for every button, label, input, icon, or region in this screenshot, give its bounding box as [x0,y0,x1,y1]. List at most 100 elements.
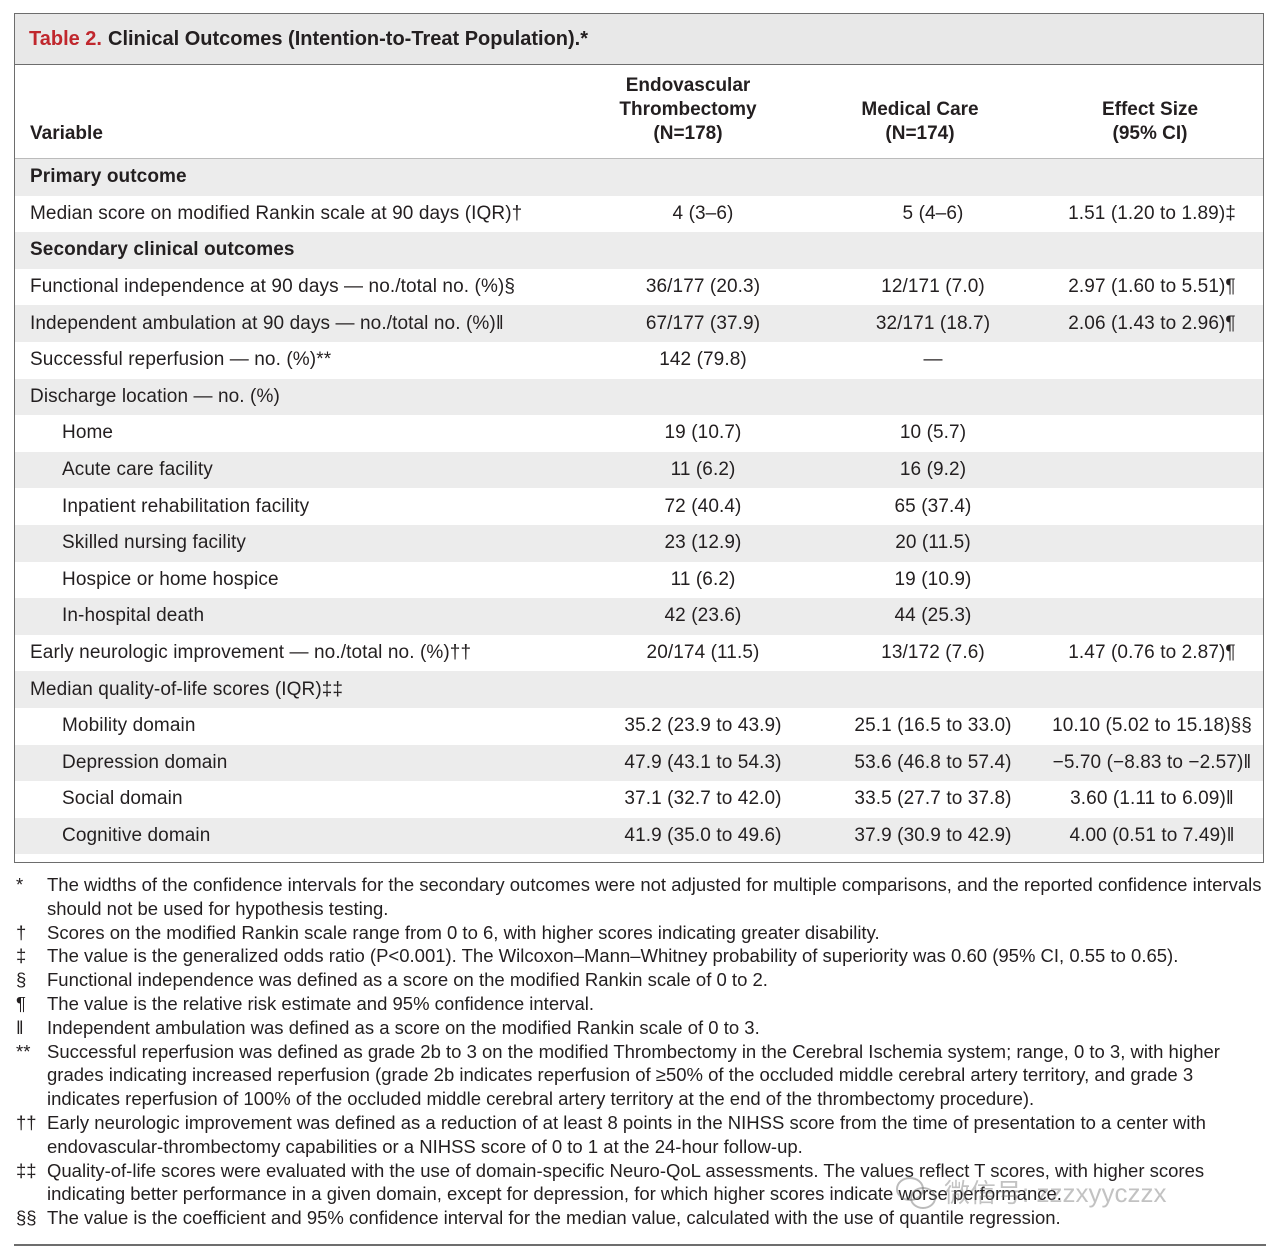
watermark: 微信号: zzzxyyczzx [896,1173,1166,1210]
medical-care-value: 33.5 (27.7 to 37.8) [854,788,1012,810]
table-row: Skilled nursing facility 23 (12.9) 20 (11.… [15,524,1263,562]
footnote-symbol: ‡ [16,945,27,967]
header-effect-size: Effect Size (95% CI) [1045,98,1255,146]
footnote-text: Early neurologic improvement was defined… [47,1111,1206,1157]
table-row: Hospice or home hospice 11 (6.2) 19 (10.9) [15,562,1263,599]
row-label: Successful reperfusion — no. (%)** [30,349,332,371]
row-label: Acute care facility [62,459,213,481]
effect-size-value: 1.51 (1.20 to 1.89)‡ [1068,202,1236,224]
header-line: Medical Care [861,99,979,120]
medical-care-value: 25.1 (16.5 to 33.0) [854,715,1012,737]
header-line: (N=174) [885,123,955,144]
table-row: Secondary clinical outcomes [15,232,1263,269]
header-line: (N=178) [653,123,723,144]
medical-care-value: 19 (10.9) [894,568,972,590]
row-label: Median score on modified Rankin scale at… [30,202,523,224]
footnote-text: Functional independence was defined as a… [47,969,768,991]
thrombectomy-value: 47.9 (43.1 to 54.3) [624,751,782,773]
table-header: Variable Endovascular Thrombectomy (N=17… [15,65,1263,159]
footnote-text: The widths of the confidence intervals f… [47,874,1262,919]
footnote: ‖ Independent ambulation was defined as a… [14,1016,1266,1040]
wechat-icon [896,1175,936,1209]
thrombectomy-value: 23 (12.9) [664,532,742,554]
footnote: §§ The value is the coefficient and 95% c… [14,1206,1266,1230]
effect-size-value: 3.60 (1.11 to 6.09)‖ [1070,788,1234,810]
thrombectomy-value: 67/177 (37.9) [645,312,761,334]
table-row: Primary outcome [15,159,1263,196]
table-row: Cognitive domain 41.9 (35.0 to 49.6) 37.9 … [15,817,1263,855]
bottom-rule [14,1244,1266,1246]
header-line: Endovascular [625,75,751,96]
footnote-text: The value is the relative risk estimate … [47,992,595,1014]
row-label: Independent ambulation at 90 days — no./… [30,312,504,334]
table-title: Table 2. Clinical Outcomes (Intention-to… [15,14,1263,65]
medical-care-value: 53.6 (46.8 to 57.4) [854,751,1012,773]
medical-care-value: 37.9 (30.9 to 42.9) [854,824,1012,846]
table-row: Depression domain 47.9 (43.1 to 54.3) 53.6… [15,744,1263,782]
header-medical-care: Medical Care (N=174) [815,98,1025,146]
row-label: Hospice or home hospice [62,568,279,590]
footnote: † Scores on the modified Rankin scale ran… [14,921,1266,945]
header-thrombectomy: Endovascular Thrombectomy (N=178) [583,74,793,146]
row-label: Early neurologic improvement — no./total… [30,642,472,664]
medical-care-value: 20 (11.5) [895,532,971,554]
table-number: Table 2. [29,27,102,50]
footnote-symbol: † [16,921,27,943]
header-line: Thrombectomy [619,99,757,120]
effect-size-value: 1.47 (0.76 to 2.87)¶ [1068,642,1236,664]
table-title-text: Clinical Outcomes (Intention-to-Treat Po… [108,27,589,50]
medical-care-value: 32/171 (18.7) [875,312,991,334]
footnote-text: Quality-of-life scores were evaluated wi… [47,1159,1205,1205]
row-label: Skilled nursing facility [62,532,247,554]
row-label: Social domain [62,788,183,810]
row-label: Home [62,422,114,444]
thrombectomy-value: 35.2 (23.9 to 43.9) [624,715,782,737]
table-row: Social domain 37.1 (32.7 to 42.0) 33.5 (27… [15,781,1263,818]
table-row: Independent ambulation at 90 days — no./… [15,305,1263,342]
row-label: Depression domain [62,751,228,773]
effect-size-value: 4.00 (0.51 to 7.49)‖ [1069,824,1235,846]
thrombectomy-value: 36/177 (20.3) [645,276,761,298]
thrombectomy-value: 41.9 (35.0 to 49.6) [624,824,782,846]
table-row: Inpatient rehabilitation facility 72 (40.… [15,488,1263,525]
row-label: Inpatient rehabilitation facility [62,495,310,517]
footnote-text: Successful reperfusion was defined as gr… [47,1040,1220,1110]
footnotes: * The widths of the confidence intervals … [14,873,1266,1230]
thrombectomy-value: 11 (6.2) [670,568,736,590]
table-row: Discharge location — no. (%) [15,378,1263,416]
effect-size-value: 2.97 (1.60 to 5.51)¶ [1068,276,1236,298]
footnote-text: The value is the coefficient and 95% con… [47,1207,1061,1229]
row-label: In-hospital death [62,605,205,627]
effect-size-value: 10.10 (5.02 to 15.18)§§ [1052,715,1252,737]
footnote-text: The value is the generalized odds ratio … [47,945,1179,967]
thrombectomy-value: 72 (40.4) [664,495,742,517]
table-body: Primary outcome Median score on modified … [15,159,1263,855]
row-label: Cognitive domain [62,824,211,846]
thrombectomy-value: 37.1 (32.7 to 42.0) [624,788,782,810]
table-row: Successful reperfusion — no. (%)** 142 (7… [15,342,1263,379]
footnote: ‡‡ Quality-of-life scores were evaluated … [14,1159,1266,1207]
row-label: Discharge location — no. (%) [30,385,280,407]
table-row: Functional independence at 90 days — no.… [15,269,1263,306]
row-label: Functional independence at 90 days — no.… [30,276,516,298]
thrombectomy-value: 11 (6.2) [670,459,736,481]
footnote-symbol: §§ [16,1207,37,1229]
footnote: ‡ The value is the generalized odds ratio… [14,944,1266,968]
footnote: ¶ The value is the relative risk estimate… [14,992,1266,1016]
medical-care-value: 13/172 (7.6) [881,642,985,664]
footnote: ** Successful reperfusion was defined as … [14,1040,1266,1111]
medical-care-value: 16 (9.2) [899,459,967,481]
table-row: Acute care facility 11 (6.2) 16 (9.2) [15,451,1263,489]
table-row: Mobility domain 35.2 (23.9 to 43.9) 25.1 (… [15,708,1263,745]
footnote-symbol: ‖ [16,1016,24,1038]
thrombectomy-value: 20/174 (11.5) [646,642,760,664]
footnote-text: Independent ambulation was defined as a … [47,1016,760,1038]
table-row: Home 19 (10.7) 10 (5.7) [15,415,1263,452]
header-variable: Variable [30,123,103,144]
row-label: Secondary clinical outcomes [30,239,295,261]
header-line: Effect Size [1101,99,1199,120]
footnote: § Functional independence was defined as … [14,968,1266,992]
footnote: †† Early neurologic improvement was defin… [14,1111,1266,1159]
thrombectomy-value: 19 (10.7) [664,422,742,444]
medical-care-value: 10 (5.7) [899,422,967,444]
